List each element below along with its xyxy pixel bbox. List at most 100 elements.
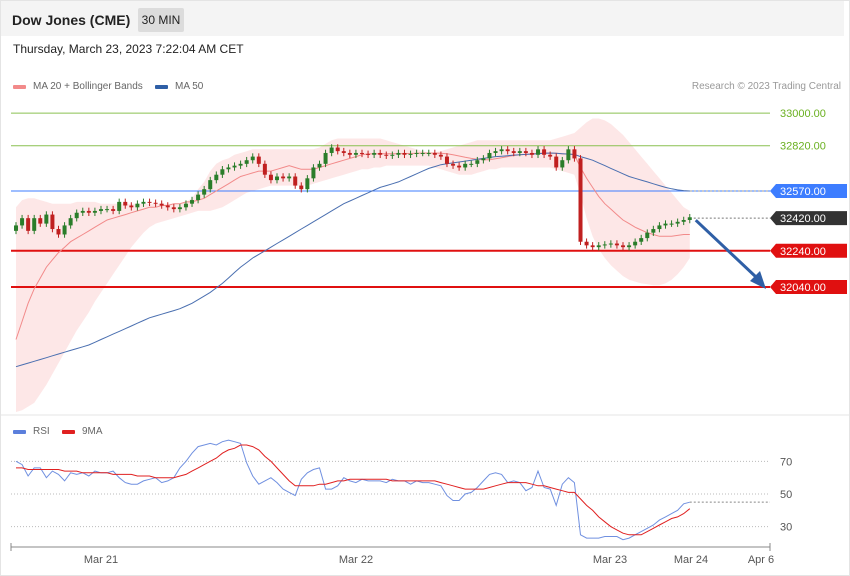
legend-swatch-rsi	[13, 429, 26, 434]
candle-body	[444, 156, 449, 164]
candle-body	[317, 163, 322, 168]
candle-body	[183, 203, 188, 208]
candle-body	[402, 152, 407, 155]
candle-body	[590, 245, 595, 248]
legend-9ma: 9MA	[62, 426, 103, 437]
forecast-arrow-shaft	[694, 219, 758, 279]
candle-body	[141, 201, 146, 204]
candle-body	[86, 210, 91, 213]
candle-body	[608, 243, 613, 245]
candle-body	[38, 218, 43, 224]
legend-label-ma50: MA 50	[175, 81, 204, 92]
candle-body	[50, 214, 55, 230]
legend-rsi: RSI	[13, 426, 50, 437]
candle-body	[256, 156, 261, 164]
candle-body	[657, 225, 662, 230]
candle-body	[517, 151, 522, 153]
candle-body	[493, 151, 498, 153]
candle-body	[74, 212, 79, 219]
candle-body	[366, 153, 371, 155]
candle-body	[663, 223, 668, 226]
candle-body	[56, 229, 61, 235]
candle-body	[135, 203, 140, 208]
candle-body	[311, 167, 316, 179]
rsi-line	[15, 439, 690, 541]
candle-body	[639, 238, 644, 242]
candle-body	[80, 210, 85, 213]
candle-body	[323, 152, 328, 164]
timestamp: Thursday, March 23, 2023 7:22:04 AM CET	[13, 42, 244, 56]
level-tag	[770, 184, 847, 199]
candle-body	[523, 151, 528, 153]
candle-body	[481, 158, 486, 161]
level-label: 33000.00	[780, 108, 826, 120]
candle-body	[378, 152, 383, 155]
candle-body	[529, 152, 534, 155]
x-tick-label: Apr 6	[748, 554, 774, 566]
legend-swatch-ma50	[155, 84, 168, 89]
candle-body	[542, 149, 547, 155]
candle-body	[177, 207, 182, 210]
candle-body	[250, 156, 255, 161]
chart-header: Dow Jones (CME) 30 MIN	[1, 1, 844, 36]
forecast-arrow-head	[750, 271, 766, 290]
candle-body	[432, 152, 437, 155]
candle-body	[499, 149, 504, 152]
candle-body	[196, 194, 201, 201]
candle-body	[335, 147, 340, 152]
candle-body	[438, 154, 443, 157]
candle-body	[44, 214, 49, 224]
candle-body	[341, 151, 346, 153]
level-label: 32240.00	[780, 246, 826, 258]
x-tick-label: Mar 21	[84, 554, 118, 566]
candle-body	[451, 163, 456, 166]
rsi-9ma-line	[16, 444, 691, 536]
candle-body	[293, 176, 298, 186]
candle-body	[560, 160, 565, 168]
candle-body	[105, 209, 110, 211]
level-label: 32420.00	[780, 213, 826, 225]
research-credit: Research © 2023 Trading Central	[691, 81, 841, 92]
candle-body	[123, 201, 128, 206]
candle-body	[208, 180, 213, 190]
legend-label-9ma: 9MA	[82, 426, 103, 437]
candle-body	[111, 209, 116, 211]
candle-body	[602, 244, 607, 246]
candle-body	[396, 152, 401, 155]
rsi-tick-label: 50	[780, 489, 792, 501]
candle-body	[651, 229, 656, 233]
candle-body	[463, 163, 468, 168]
candle-body	[165, 205, 170, 208]
candle-body	[353, 152, 358, 155]
candle-body	[262, 163, 267, 175]
ma50-line	[15, 152, 690, 368]
level-tag	[770, 280, 847, 295]
candle-body	[226, 167, 231, 170]
rsi-tick-label: 30	[780, 522, 792, 534]
legend-label-rsi: RSI	[33, 426, 50, 437]
candle-body	[548, 154, 553, 157]
candle-body	[384, 154, 389, 156]
candle-body	[390, 154, 395, 156]
candle-body	[275, 176, 280, 181]
timeframe-button[interactable]: 30 MIN	[138, 8, 184, 32]
candle-body	[469, 163, 474, 165]
bollinger-band	[16, 118, 690, 412]
instrument-title: Dow Jones (CME)	[12, 12, 131, 28]
candle-body	[20, 218, 25, 226]
candle-body	[475, 160, 480, 164]
candle-body	[171, 207, 176, 210]
candle-body	[214, 174, 219, 181]
legend-label-ma20: MA 20 + Bollinger Bands	[33, 81, 143, 92]
candle-body	[238, 163, 243, 166]
candle-body	[281, 176, 286, 179]
candle-body	[232, 165, 237, 168]
candle-body	[68, 218, 73, 226]
legend-ma50: MA 50	[155, 81, 203, 92]
candle-body	[596, 245, 601, 248]
candle-body	[359, 152, 364, 154]
candle-body	[554, 156, 559, 168]
candle-body	[687, 217, 692, 220]
candle-body	[372, 152, 377, 155]
